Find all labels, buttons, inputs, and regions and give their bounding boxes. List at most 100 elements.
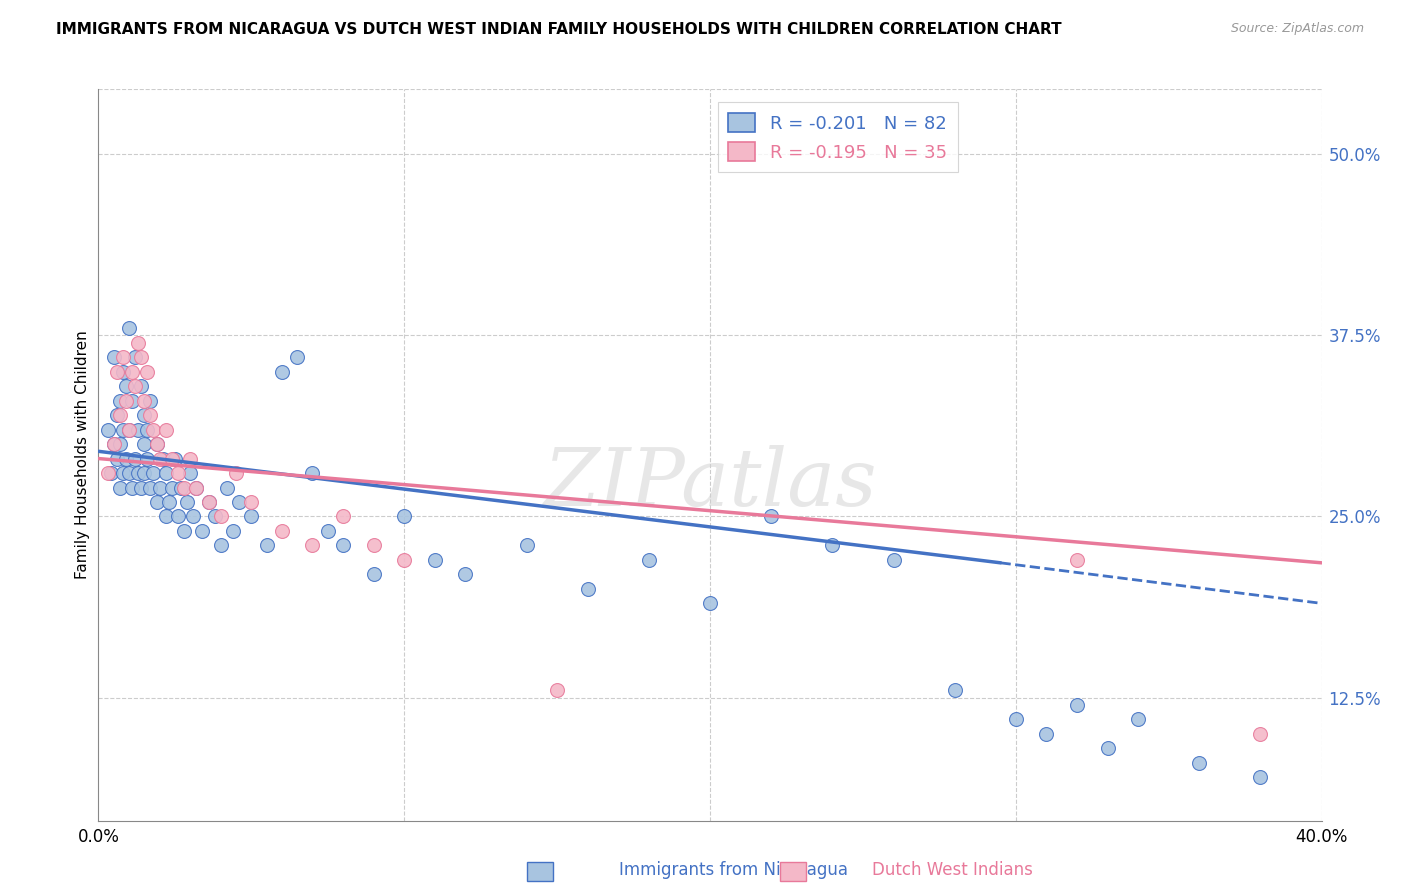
Point [136, 451, 159, 466]
Point [105, 451, 128, 466]
Point [139, 481, 162, 495]
Point [170, 481, 193, 495]
Point [332, 509, 354, 524]
Point [1066, 553, 1088, 567]
Point [103, 437, 125, 451]
Point [179, 466, 201, 480]
Point [167, 466, 190, 480]
Point [454, 567, 477, 582]
Point [228, 495, 250, 509]
Text: Source: ZipAtlas.com: Source: ZipAtlas.com [1230, 22, 1364, 36]
Point [103, 437, 125, 451]
Point [186, 481, 208, 495]
Point [256, 538, 278, 552]
Point [139, 408, 162, 422]
Point [883, 553, 905, 567]
Point [363, 567, 385, 582]
Point [222, 524, 245, 538]
Text: IMMIGRANTS FROM NICARAGUA VS DUTCH WEST INDIAN FAMILY HOUSEHOLDS WITH CHILDREN C: IMMIGRANTS FROM NICARAGUA VS DUTCH WEST … [56, 22, 1062, 37]
Point [136, 423, 159, 437]
Point [301, 466, 323, 480]
Point [392, 553, 416, 567]
Point [176, 495, 198, 509]
Point [1249, 727, 1271, 741]
Point [225, 466, 247, 480]
Point [111, 350, 134, 364]
Point [124, 350, 146, 364]
Point [163, 451, 186, 466]
Point [301, 538, 323, 552]
Point [181, 509, 204, 524]
Point [215, 481, 238, 495]
Point [134, 408, 156, 422]
Point [139, 393, 162, 408]
Point [118, 423, 141, 437]
Point [115, 451, 138, 466]
Point [111, 466, 134, 480]
Point [637, 553, 661, 567]
Point [127, 423, 149, 437]
Point [943, 683, 966, 698]
Point [134, 466, 156, 480]
Point [1097, 741, 1119, 756]
Point [129, 379, 152, 393]
Point [160, 481, 183, 495]
Point [1249, 770, 1271, 784]
Point [167, 509, 190, 524]
Point [423, 553, 446, 567]
Point [1188, 756, 1211, 770]
Point [699, 596, 721, 610]
Point [155, 466, 177, 480]
Point [576, 582, 599, 596]
Point [173, 524, 195, 538]
Point [145, 437, 167, 451]
Point [197, 495, 219, 509]
Point [160, 451, 183, 466]
Point [821, 538, 844, 552]
Text: Immigrants from Nicaragua: Immigrants from Nicaragua [619, 861, 848, 879]
Point [127, 466, 149, 480]
Point [155, 509, 177, 524]
Point [1004, 712, 1026, 726]
Point [316, 524, 339, 538]
Point [332, 538, 354, 552]
Point [127, 335, 149, 350]
Point [197, 495, 219, 509]
Point [142, 466, 165, 480]
Point [136, 365, 159, 379]
Point [118, 466, 141, 480]
Text: ZIPatlas: ZIPatlas [543, 445, 877, 523]
Point [121, 393, 143, 408]
Point [118, 321, 141, 335]
Text: Dutch West Indians: Dutch West Indians [872, 861, 1032, 879]
Point [173, 481, 195, 495]
Point [118, 423, 141, 437]
Point [240, 509, 263, 524]
Point [97, 423, 120, 437]
Point [546, 683, 568, 698]
Point [149, 451, 172, 466]
Point [152, 451, 174, 466]
Point [516, 538, 538, 552]
Point [108, 393, 131, 408]
Point [134, 393, 156, 408]
Point [145, 437, 167, 451]
Point [186, 481, 208, 495]
Point [155, 423, 177, 437]
Point [134, 437, 156, 451]
Point [204, 509, 226, 524]
Point [97, 466, 120, 480]
Point [179, 451, 201, 466]
Point [105, 408, 128, 422]
Point [1035, 727, 1057, 741]
Point [363, 538, 385, 552]
Point [240, 495, 263, 509]
Point [759, 509, 782, 524]
Point [111, 423, 134, 437]
Point [1066, 698, 1088, 712]
Y-axis label: Family Households with Children: Family Households with Children [75, 331, 90, 579]
Point [103, 350, 125, 364]
Point [209, 538, 232, 552]
Point [145, 495, 167, 509]
Point [100, 466, 122, 480]
